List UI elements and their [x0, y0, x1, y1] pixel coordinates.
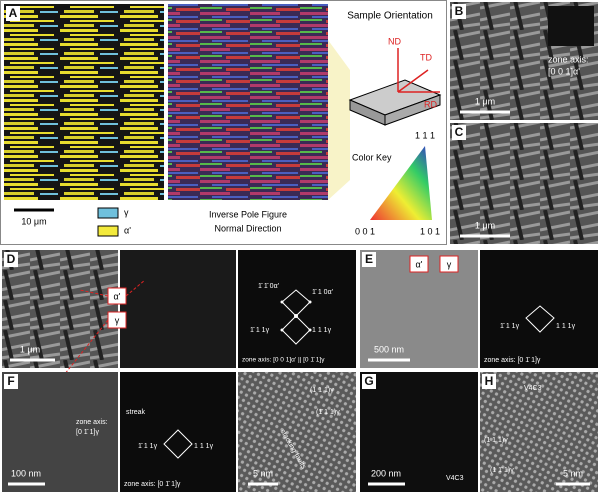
letter-box [4, 374, 18, 389]
axes-arrows [397, 48, 440, 93]
diffraction-guide [525, 305, 555, 333]
spot-label: 1 1 1γ [312, 327, 332, 334]
label-box [439, 255, 459, 273]
legend-label: γ [124, 207, 129, 217]
tem-image [2, 372, 118, 492]
letter-box [452, 4, 466, 19]
panel-letter: E [365, 252, 373, 266]
axis-label: TD [420, 52, 432, 62]
legend-swatch [97, 225, 119, 237]
corner-label: 1 1 1 [415, 130, 435, 140]
legend-label: α' [124, 225, 131, 235]
zone-axis: [0 0 1]α' [548, 66, 580, 76]
diffraction-inset [548, 6, 594, 46]
scale-label: 500 nm [374, 344, 404, 354]
zone-axis: zone axis: [0 1̄ 1]γ [484, 357, 541, 364]
precipitate-label: V4C3 [446, 475, 464, 482]
legend-swatch [97, 207, 119, 219]
phase-label: α' [114, 291, 121, 301]
panel-letter: C [455, 125, 464, 139]
plane-label: (1 1 1)γ [310, 387, 334, 394]
scale-label: 1 μm [20, 344, 40, 354]
hrtem-image [238, 372, 356, 492]
axis-label: RD [424, 99, 437, 109]
diffraction-pattern [480, 250, 598, 368]
zone-axis: zone axis: [76, 419, 108, 426]
zoom-cone [328, 40, 350, 200]
plane-label: (1 1̄ 1)γ [490, 467, 514, 474]
panel-letter: H [485, 374, 494, 388]
ipf-map [168, 4, 328, 200]
phase-label: γ [115, 315, 120, 325]
scale-label: 1 μm [475, 96, 495, 106]
label-box [409, 255, 429, 273]
tem-image [2, 250, 118, 368]
letter-box [362, 374, 376, 389]
scale-label: 100 nm [11, 468, 41, 478]
panel-letter: A [9, 6, 18, 20]
zone-axis: zone axis: [0 1̄ 1]γ [124, 481, 181, 488]
dark-field-image [120, 250, 236, 368]
corner-label: 0 0 1 [355, 226, 375, 236]
spot-label: 1̄ 1 1γ [138, 443, 158, 450]
scale-label: 5 nm [253, 468, 273, 478]
plane-label: (1̄ 1 1)γ [316, 409, 340, 416]
zone-axis: [0 1̄ 1]γ [76, 429, 99, 436]
scale-label: 200 nm [371, 468, 401, 478]
panel-letter: F [7, 374, 14, 388]
hrtem-image [480, 372, 598, 492]
letter-box [362, 252, 376, 267]
corner-label: 1 0 1 [420, 226, 440, 236]
annotation: streak [126, 409, 146, 416]
phase-map [4, 4, 164, 200]
zone-axis: zone axis: [548, 54, 589, 64]
axis-label: ND [388, 36, 401, 46]
scale-label: 10 μm [21, 216, 46, 226]
spot-label: 1̄ 1 1γ [500, 323, 520, 330]
letter-box [452, 125, 466, 140]
pointer [59, 279, 146, 381]
scale-label: 1 μm [475, 220, 495, 230]
diffraction-pattern [238, 250, 356, 368]
diffraction-spots [280, 300, 312, 332]
color-key [370, 146, 432, 220]
scale-label: 5 nm [563, 468, 583, 478]
sample-block [384, 94, 441, 126]
letter-box [482, 374, 496, 389]
diffraction-pattern [120, 372, 236, 492]
phase-label: α' [416, 259, 423, 269]
caption: Inverse Pole Figure [209, 209, 287, 219]
orientation-title: Sample Orientation [347, 11, 433, 22]
dark-field-image [360, 372, 478, 492]
letter-box [6, 6, 20, 21]
spot-label: 1̄ 1 0α' [312, 289, 333, 296]
spot-label: 1 1 1γ [194, 443, 214, 450]
phase-label: γ [447, 259, 452, 269]
precipitate-label: V4C3 [524, 385, 542, 392]
color-key-title: Color Key [352, 152, 392, 162]
plane-label: (1 1 1)γ [484, 437, 508, 444]
panel-letter: B [455, 4, 464, 18]
spot-label: 1 1 1γ [556, 323, 576, 330]
zone-axis: zone axis: [0 0 1]α' || [0 1̄ 1]γ [242, 357, 325, 364]
spot-label: 1̄ 1̄ 0α' [258, 283, 279, 290]
panel-letter: G [364, 374, 373, 388]
diffraction-guide [163, 429, 193, 459]
panel-letter: D [7, 252, 16, 266]
spot-label: 1̄ 1 1γ [250, 327, 270, 334]
tem-image [450, 123, 598, 244]
caption: Normal Direction [214, 223, 281, 233]
letter-box [4, 252, 18, 267]
